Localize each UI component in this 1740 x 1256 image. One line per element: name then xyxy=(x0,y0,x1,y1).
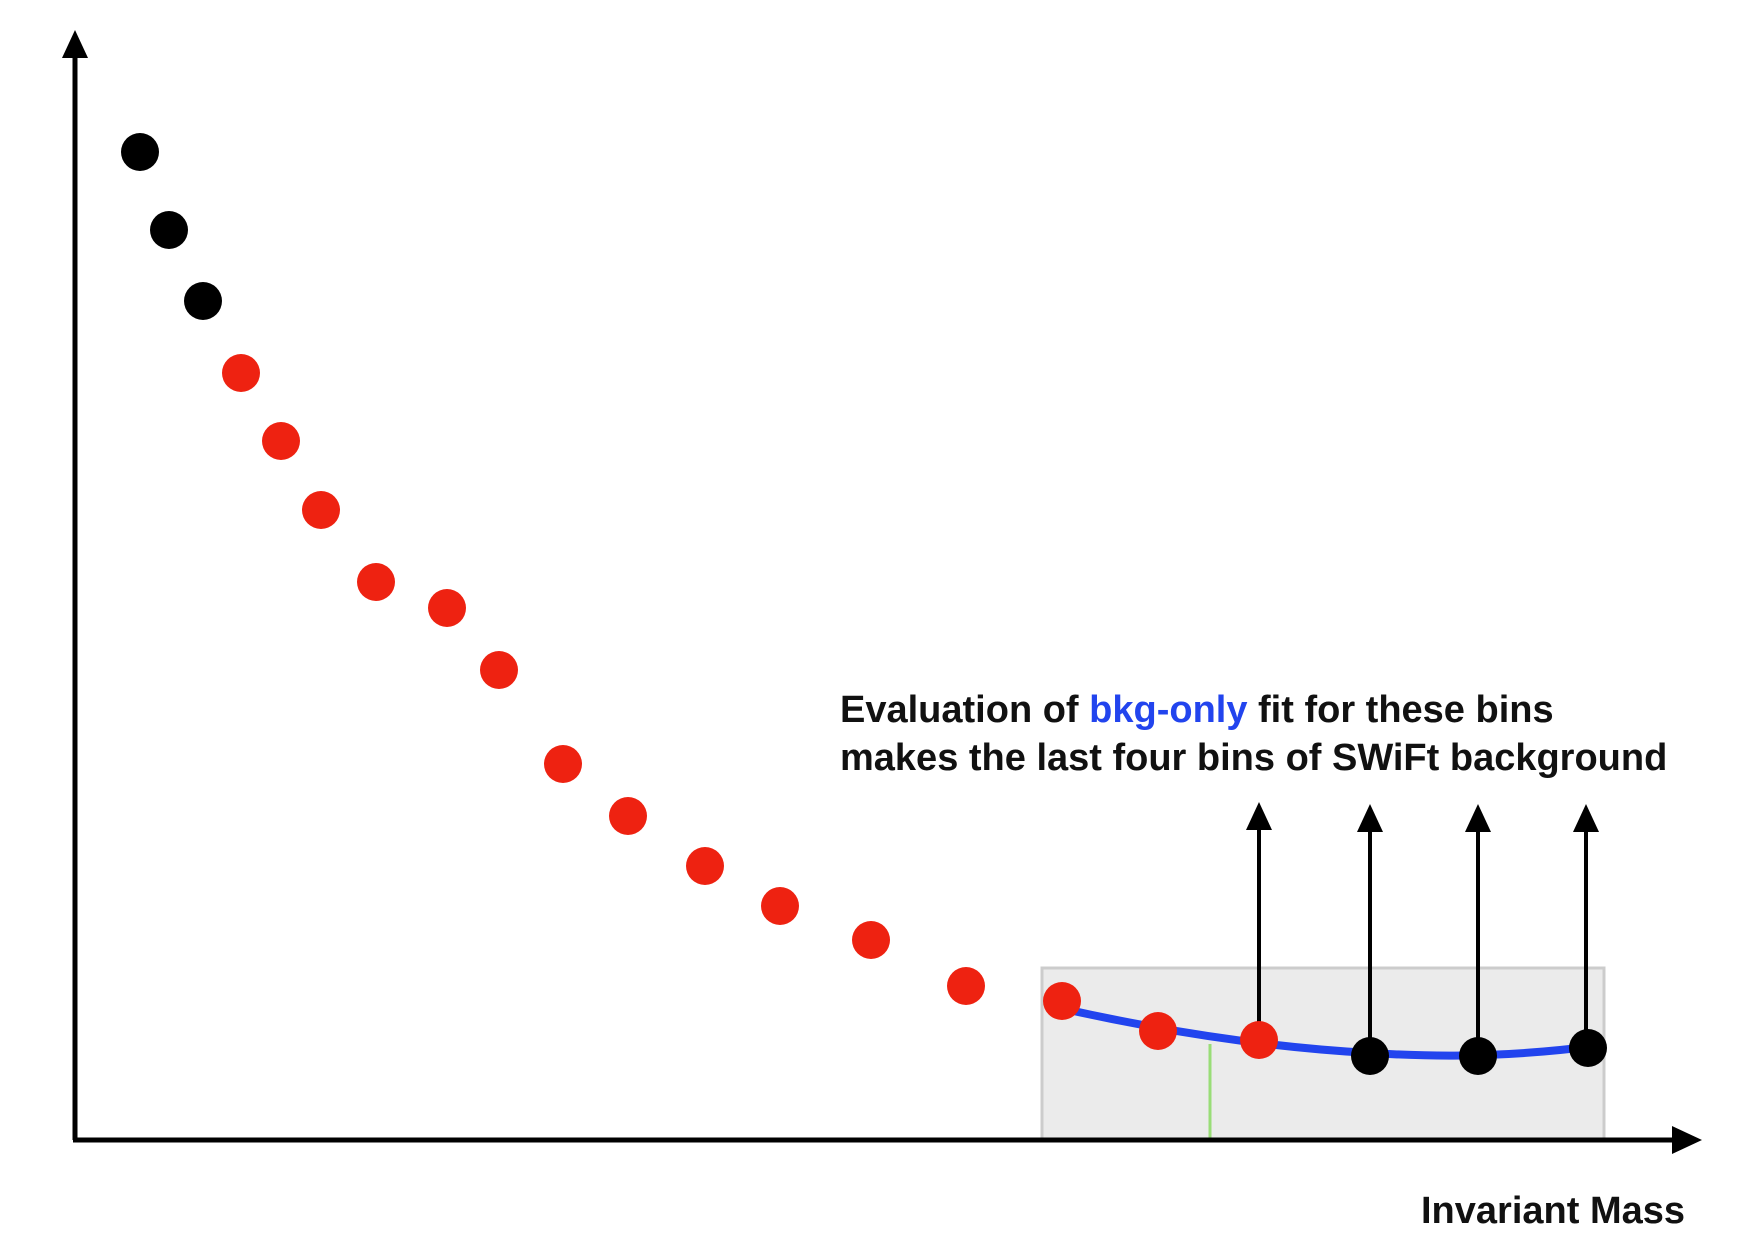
red-data-point xyxy=(686,847,724,885)
annotation-text: fit for these bins xyxy=(1247,689,1554,731)
black-data-point xyxy=(1351,1037,1389,1075)
red-data-point xyxy=(609,797,647,835)
y-axis-arrow xyxy=(62,30,88,58)
red-data-point xyxy=(302,491,340,529)
black-data-point xyxy=(150,211,188,249)
black-data-point xyxy=(121,133,159,171)
data-points xyxy=(121,133,1607,1075)
red-data-point xyxy=(1043,982,1081,1020)
x-axis-arrow xyxy=(1672,1126,1702,1154)
black-data-point xyxy=(1459,1037,1497,1075)
red-data-point xyxy=(947,967,985,1005)
x-axis-label: Invariant Mass xyxy=(1421,1190,1685,1232)
red-data-point xyxy=(262,422,300,460)
red-data-point xyxy=(544,745,582,783)
shift-arrow-head xyxy=(1573,804,1599,832)
shift-arrows xyxy=(1246,802,1599,1052)
red-data-point xyxy=(852,921,890,959)
annotation-line-2: makes the last four bins of SWiFt backgr… xyxy=(840,737,1668,779)
shift-arrow-head xyxy=(1465,804,1491,832)
black-data-point xyxy=(184,282,222,320)
annotation: Evaluation of bkg-only fit for these bin… xyxy=(840,686,1730,782)
red-data-point xyxy=(761,887,799,925)
red-data-point xyxy=(480,651,518,689)
black-data-point xyxy=(1569,1029,1607,1067)
annotation-text: Evaluation of xyxy=(840,689,1090,731)
annotation-highlight: bkg-only xyxy=(1089,689,1248,731)
red-data-point xyxy=(1240,1021,1278,1059)
shift-arrow-head xyxy=(1246,802,1272,830)
shift-arrow-head xyxy=(1357,804,1383,832)
red-data-point xyxy=(428,589,466,627)
red-data-point xyxy=(357,563,395,601)
annotation-line-1: Evaluation of bkg-only fit for these bin… xyxy=(840,686,1730,734)
red-data-point xyxy=(1139,1012,1177,1050)
red-data-point xyxy=(222,354,260,392)
